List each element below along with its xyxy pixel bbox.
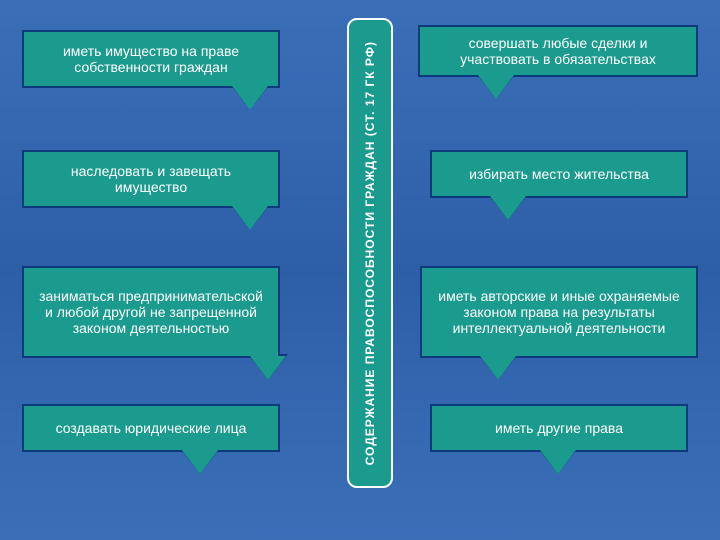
left-box-3-tail	[182, 450, 218, 474]
right-box-1: избирать место жительства	[430, 150, 688, 198]
left-box-2-tail	[250, 356, 286, 380]
left-box-1: наследовать и завещать имущество	[22, 150, 280, 208]
left-box-2-text: заниматься предпринимательской и любой д…	[36, 288, 266, 336]
left-box-0-tail	[232, 86, 268, 110]
right-box-2: иметь авторские и иные охраняемые законо…	[420, 266, 698, 358]
left-box-2: заниматься предпринимательской и любой д…	[22, 266, 280, 358]
right-box-1-tail	[490, 196, 526, 220]
right-box-2-tail	[480, 356, 516, 380]
center-title: СОДЕРЖАНИЕ ПРАВОСПОСОБНОСТИ ГРАЖДАН (СТ.…	[363, 41, 377, 465]
left-box-3: создавать юридические лица	[22, 404, 280, 452]
right-box-0: совершать любые сделки и участвовать в о…	[418, 25, 698, 77]
left-box-0-text: иметь имущество на праве собственности г…	[36, 43, 266, 75]
right-box-2-text: иметь авторские и иные охраняемые законо…	[434, 288, 684, 336]
right-box-3: иметь другие права	[430, 404, 688, 452]
left-box-1-text: наследовать и завещать имущество	[36, 163, 266, 195]
right-box-0-text: совершать любые сделки и участвовать в о…	[432, 35, 684, 67]
center-column: СОДЕРЖАНИЕ ПРАВОСПОСОБНОСТИ ГРАЖДАН (СТ.…	[347, 18, 393, 488]
left-box-0: иметь имущество на праве собственности г…	[22, 30, 280, 88]
left-box-3-text: создавать юридические лица	[56, 420, 247, 436]
right-box-0-tail	[478, 75, 514, 99]
right-box-3-tail	[540, 450, 576, 474]
right-box-1-text: избирать место жительства	[469, 166, 649, 182]
right-box-3-text: иметь другие права	[495, 420, 623, 436]
left-box-1-tail	[232, 206, 268, 230]
